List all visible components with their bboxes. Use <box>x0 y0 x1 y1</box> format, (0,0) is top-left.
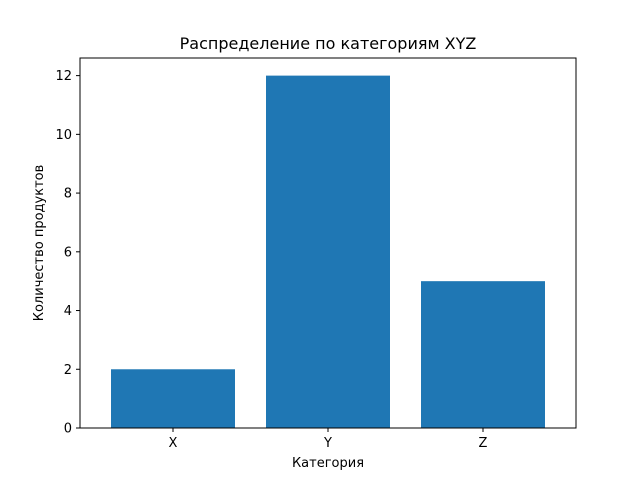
bar-x <box>111 369 235 428</box>
x-tick-label: X <box>169 436 178 451</box>
y-tick-label: 6 <box>64 245 72 260</box>
y-tick-label: 8 <box>64 187 72 202</box>
y-tick-label: 4 <box>64 304 72 319</box>
x-tick-label: Y <box>323 436 332 451</box>
y-tick-label: 12 <box>55 69 72 84</box>
plot-frame <box>79 57 577 429</box>
x-tick-label: Z <box>479 436 488 451</box>
bar-z <box>421 281 545 428</box>
y-tick-label: 10 <box>55 128 72 143</box>
y-ticks: 0 2 4 6 8 10 12 <box>55 69 80 437</box>
y-tick-label: 0 <box>64 422 72 437</box>
bars-layer <box>111 75 545 429</box>
y-tick-label: 2 <box>64 363 72 378</box>
x-axis-label: Категория <box>292 456 364 471</box>
y-axis-label: Количество продуктов <box>32 165 47 322</box>
bar-y <box>266 75 390 429</box>
chart-title: Распределение по категориям XYZ <box>180 34 477 53</box>
x-ticks: X Y Z <box>169 428 488 451</box>
